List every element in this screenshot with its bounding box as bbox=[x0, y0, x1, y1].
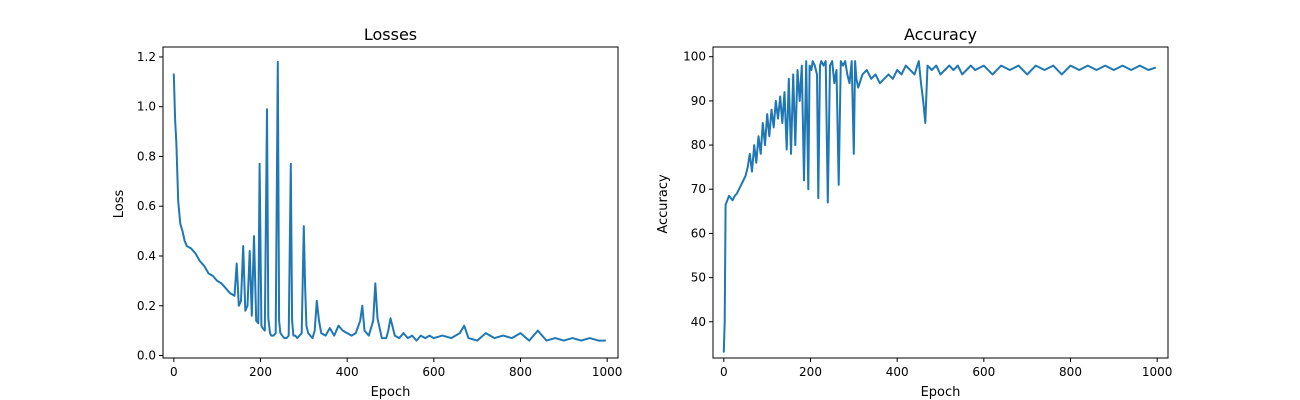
accuracy-x-tick-label: 600 bbox=[972, 365, 995, 379]
accuracy-chart-title: Accuracy bbox=[904, 25, 977, 44]
losses-y-tick-label: 1.0 bbox=[137, 100, 156, 114]
accuracy-x-tick-label: 1000 bbox=[1142, 365, 1173, 379]
losses-y-tick-label: 0.0 bbox=[137, 349, 156, 363]
losses-y-tick-label: 0.4 bbox=[137, 249, 156, 263]
accuracy-series-line bbox=[722, 60, 1156, 353]
accuracy-y-tick-label: 100 bbox=[683, 50, 706, 64]
losses-x-axis-label: Epoch bbox=[371, 385, 411, 400]
accuracy-y-axis-label: Accuracy bbox=[656, 174, 671, 234]
losses-x-tick-label: 800 bbox=[509, 365, 532, 379]
losses-x-tick-label: 0 bbox=[170, 365, 178, 379]
losses-x-tick-label: 1000 bbox=[592, 365, 623, 379]
losses-x-tick-label: 200 bbox=[249, 365, 272, 379]
accuracy-y-tick-label: 90 bbox=[691, 94, 706, 108]
losses-series-line bbox=[172, 60, 606, 342]
losses-chart: Losses Epoch Loss 0 200 400 600 800 1000 0.0 0.… bbox=[112, 25, 622, 400]
accuracy-plot-frame bbox=[712, 46, 1169, 359]
accuracy-ticks: 0 200 400 600 800 1000 40 50 60 70 80 90 100 bbox=[683, 50, 1172, 379]
accuracy-x-tick-label: 200 bbox=[799, 365, 822, 379]
accuracy-y-tick-label: 80 bbox=[691, 138, 706, 152]
accuracy-y-tick-label: 40 bbox=[691, 315, 706, 329]
losses-y-tick-label: 1.2 bbox=[137, 50, 156, 64]
accuracy-x-axis-label: Epoch bbox=[921, 385, 961, 400]
losses-x-tick-label: 400 bbox=[336, 365, 359, 379]
losses-plot-frame bbox=[162, 46, 619, 359]
losses-y-tick-label: 0.2 bbox=[137, 299, 156, 313]
losses-y-axis-label: Loss bbox=[112, 190, 127, 219]
accuracy-chart: Accuracy Epoch Accuracy 0 200 400 600 800 100… bbox=[656, 25, 1172, 400]
accuracy-y-tick-label: 60 bbox=[691, 226, 706, 240]
losses-y-tick-label: 0.6 bbox=[137, 199, 156, 213]
losses-x-tick-label: 600 bbox=[422, 365, 445, 379]
accuracy-x-tick-label: 800 bbox=[1059, 365, 1082, 379]
accuracy-y-tick-label: 50 bbox=[691, 271, 706, 285]
accuracy-x-tick-label: 0 bbox=[720, 365, 728, 379]
losses-y-tick-label: 0.8 bbox=[137, 149, 156, 163]
losses-chart-title: Losses bbox=[364, 25, 417, 44]
accuracy-x-tick-label: 400 bbox=[886, 365, 909, 379]
losses-ticks: 0 200 400 600 800 1000 0.0 0.2 0.4 0.6 0.8 1.0 1.2 bbox=[137, 50, 623, 379]
accuracy-y-tick-label: 70 bbox=[691, 182, 706, 196]
